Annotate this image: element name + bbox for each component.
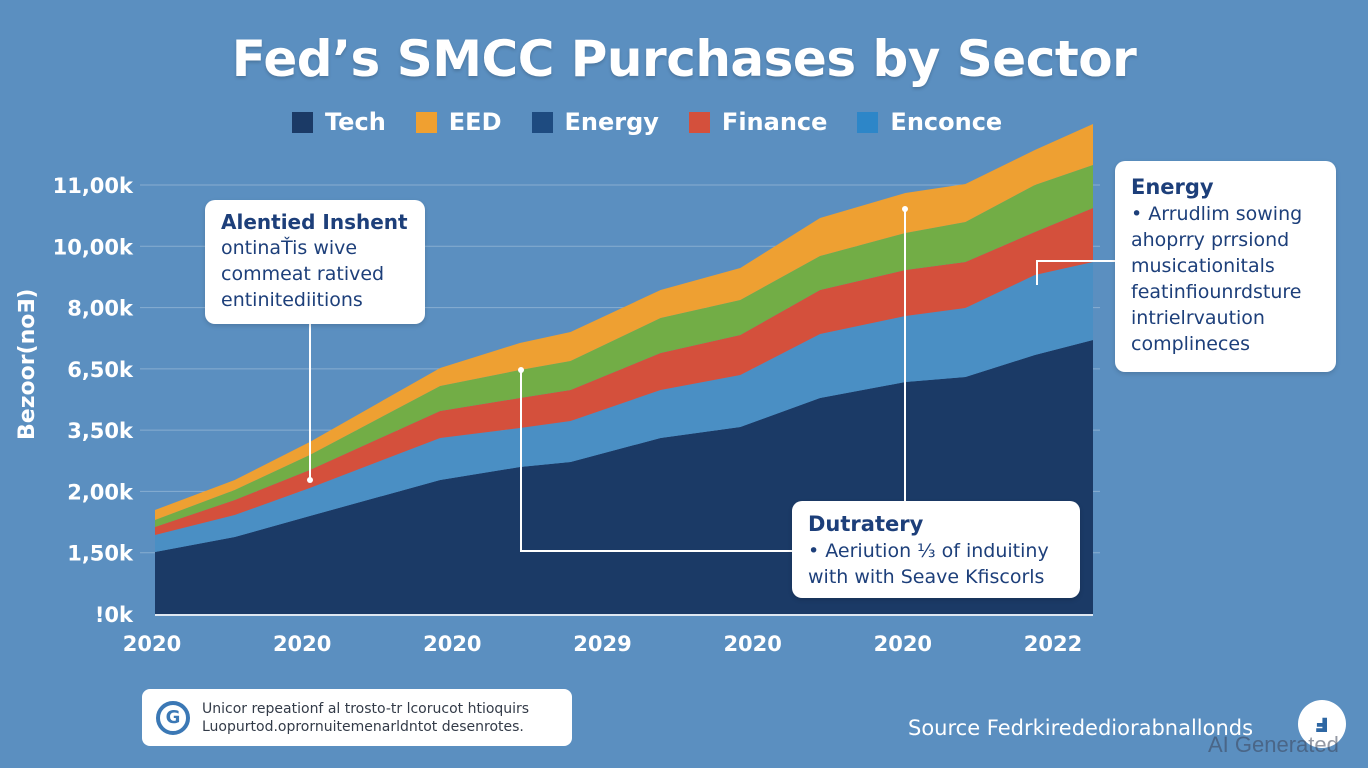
- legend-label-eed: EED: [448, 108, 502, 136]
- legend-label-enconce: Enconce: [890, 108, 1003, 136]
- callout-dutratery-line: • Aeriution ⅓ of induitiny: [808, 540, 1049, 562]
- callout-left-line: ontinaŤis wive: [221, 237, 358, 259]
- legend-item-enconce: Enconce: [857, 108, 1002, 136]
- connector-bottom: [520, 370, 793, 552]
- y-tick-label: 8,00k: [67, 297, 134, 321]
- connector-dot: [902, 206, 908, 212]
- x-tick-label: 2020: [273, 632, 331, 656]
- legend-swatch-finance: [688, 111, 710, 133]
- callout-energy-line: musicationitals: [1131, 255, 1275, 277]
- callout-energy-line: ahoprry prrsiond: [1131, 229, 1290, 251]
- footer-note-text: Unicor repeationf al trosto-tr lcorucot …: [202, 700, 529, 736]
- callout-left: Alentied Inshent ontinaŤis wive commeat …: [205, 200, 425, 324]
- callout-energy-line: complineces: [1131, 333, 1250, 355]
- legend-swatch-eed: [415, 111, 437, 133]
- callout-energy-line: intrielrvaution: [1131, 307, 1265, 329]
- legend-label-finance: Finance: [721, 108, 828, 136]
- callout-left-line: entinitediitions: [221, 289, 363, 311]
- chart-legend: Tech EED Energy Finance Enconce: [292, 108, 1032, 136]
- g-circle-logo-icon: G: [156, 700, 190, 735]
- y-tick-label: 11,00k: [53, 174, 134, 198]
- x-tick-label: 2029: [573, 632, 631, 656]
- callout-dutratery: Dutratery • Aeriution ⅓ of induitiny wit…: [792, 501, 1080, 598]
- callout-energy-title: Energy: [1131, 175, 1214, 199]
- callout-energy-line: • Arrudlim sowing: [1131, 203, 1303, 225]
- y-tick-label: 10,00k: [53, 235, 134, 259]
- callout-left-line: Alentied Inshent: [221, 210, 408, 234]
- x-tick-label: 2022: [1024, 632, 1082, 656]
- x-tick-label: 2020: [423, 632, 481, 656]
- footer-note-line: Luopurtod.oprornuitemenarldntot desenrot…: [202, 718, 524, 735]
- source-credit: Source Fedrkiredediorabnallonds: [908, 716, 1254, 740]
- legend-swatch-enconce: [857, 111, 879, 133]
- legend-item-energy: Energy: [531, 108, 659, 136]
- area-finance: [155, 207, 1093, 535]
- legend-item-eed: EED: [415, 108, 502, 136]
- y-tick-label: 6,50k: [67, 358, 134, 382]
- callout-dutratery-line: with with Seave Kfiscorls: [808, 566, 1045, 588]
- x-tick-label: 2020: [723, 632, 781, 656]
- callout-energy-line: featinfiounrdsture: [1131, 281, 1302, 303]
- ai-generated-watermark: AI Generated: [1208, 732, 1339, 757]
- footer-note: G Unicor repeationf al trosto-tr lcoruco…: [142, 689, 572, 746]
- callout-dutratery-title: Dutratery: [808, 512, 924, 536]
- annotation-connectors: [307, 206, 1115, 552]
- legend-item-finance: Finance: [688, 108, 828, 136]
- x-tick-label: 2020: [874, 632, 932, 656]
- legend-label-energy: Energy: [564, 108, 659, 136]
- chart-title: Fed’s SMCC Purchases by Sector: [231, 30, 1137, 88]
- area-energy: [155, 164, 1093, 527]
- x-tick-label: 2020: [123, 632, 181, 656]
- callout-left-line: commeat ratived: [221, 263, 385, 285]
- y-tick-label: 1,50k: [67, 542, 134, 566]
- axes: !0k 1,50k 2,00k 3,50k 6,50k 8,00k 10,00k 11,00k…: [53, 174, 1093, 656]
- y-tick-label: 3,50k: [67, 419, 134, 443]
- legend-swatch-tech: [292, 111, 313, 133]
- y-tick-label: !0k: [95, 603, 134, 627]
- footer-note-line: Unicor repeationf al trosto-tr lcorucot …: [202, 700, 530, 717]
- area-enconce: [155, 261, 1093, 552]
- legend-label-tech: Tech: [325, 108, 386, 136]
- connector-right: [1036, 260, 1115, 285]
- legend-swatch-energy: [531, 111, 553, 133]
- area-eed: [155, 123, 1093, 520]
- y-tick-label: 2,00k: [67, 480, 134, 504]
- ai-badge-icon: ⅎ: [1298, 700, 1346, 748]
- callout-energy: Energy • Arrudlim sowing ahoprry prrsion…: [1115, 161, 1336, 372]
- connector-dot: [307, 477, 313, 483]
- legend-item-tech: Tech: [292, 108, 386, 136]
- connector-dot: [518, 367, 524, 373]
